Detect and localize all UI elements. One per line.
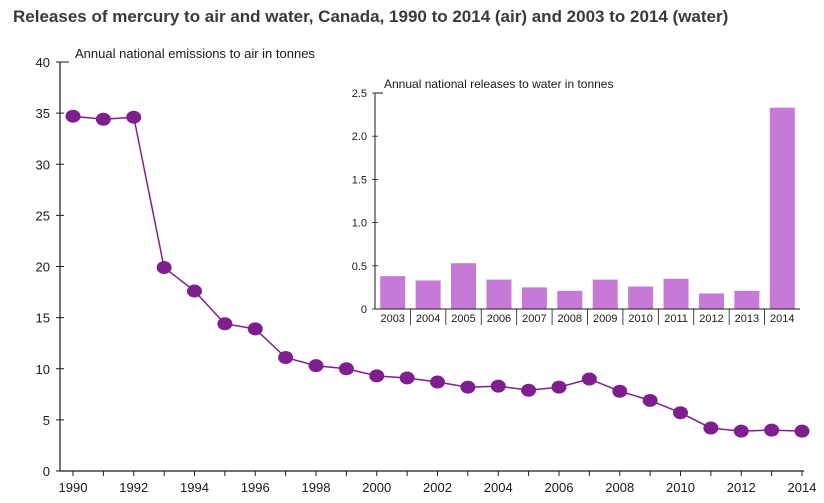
data-point-marker bbox=[338, 362, 354, 376]
inset-x-tick-label: 2008 bbox=[558, 313, 582, 325]
inset-x-tick-label: 2003 bbox=[380, 313, 404, 325]
x-tick-label: 2014 bbox=[788, 480, 817, 495]
data-point-marker bbox=[551, 380, 567, 394]
y-tick-label: 25 bbox=[36, 208, 50, 223]
x-tick-label: 2002 bbox=[423, 480, 452, 495]
inset-y-tick-label: 1.0 bbox=[352, 218, 367, 230]
data-point-marker bbox=[460, 380, 476, 394]
water-bar bbox=[521, 287, 547, 309]
x-tick-label: 1990 bbox=[59, 480, 88, 495]
water-releases-chart: 2003 2004 2005 2006 2007 2008 2009 2010 2011 2012… bbox=[352, 70, 808, 328]
water-bar bbox=[486, 279, 512, 309]
inset-y-tick-label: 1.5 bbox=[352, 174, 367, 186]
y-tick-label: 15 bbox=[36, 311, 50, 326]
data-point-marker bbox=[217, 317, 233, 331]
data-point-marker bbox=[187, 284, 202, 298]
water-bar bbox=[698, 293, 724, 309]
data-point-marker bbox=[126, 110, 142, 124]
inset-x-tick-label: 2009 bbox=[593, 313, 617, 325]
water-bar bbox=[734, 290, 760, 309]
y-tick-label: 10 bbox=[36, 362, 50, 377]
inset-x-tick-label: 2014 bbox=[770, 313, 794, 325]
data-point-marker bbox=[581, 372, 597, 386]
inset-x-tick-label: 2005 bbox=[451, 313, 475, 325]
data-point-marker bbox=[430, 375, 445, 389]
water-bar bbox=[592, 279, 618, 309]
y-tick-label: 0 bbox=[43, 464, 50, 479]
x-tick-label: 2008 bbox=[605, 480, 634, 495]
x-tick-label: 1996 bbox=[241, 480, 270, 495]
y-tick-label: 30 bbox=[36, 157, 50, 172]
data-point-marker bbox=[521, 383, 537, 397]
x-tick-label: 2004 bbox=[484, 480, 513, 495]
data-point-marker bbox=[490, 379, 506, 393]
data-point-marker bbox=[65, 109, 81, 123]
water-bar bbox=[769, 107, 795, 309]
inset-y-tick-label: 0 bbox=[361, 304, 367, 316]
data-point-marker bbox=[308, 359, 324, 373]
inset-x-tick-label: 2007 bbox=[522, 313, 546, 325]
air-emissions-chart: 0 5 10 15 20 25 30 35 40 1990 1992 1994 1996 1998 2000… bbox=[36, 46, 817, 495]
x-tick-label: 2012 bbox=[727, 480, 756, 495]
data-point-marker bbox=[612, 384, 628, 398]
water-bar bbox=[557, 290, 583, 309]
data-point-marker bbox=[278, 351, 294, 365]
inset-x-tick-label: 2010 bbox=[628, 313, 652, 325]
inset-x-tick-label: 2012 bbox=[699, 313, 723, 325]
inset-x-tick-label: 2013 bbox=[735, 313, 759, 325]
chart-title: Releases of mercury to air and water, Ca… bbox=[13, 7, 729, 26]
inset-x-tick-label: 2006 bbox=[487, 313, 511, 325]
inset-y-tick-label: 2.0 bbox=[352, 131, 367, 143]
data-point-marker bbox=[673, 406, 688, 420]
water-bar bbox=[415, 280, 441, 309]
water-bar bbox=[628, 286, 654, 309]
x-tick-label: 2010 bbox=[666, 480, 695, 495]
inset-x-tick-label: 2004 bbox=[416, 313, 440, 325]
x-tick-label: 1994 bbox=[180, 480, 209, 495]
y-tick-label: 5 bbox=[43, 413, 50, 428]
inset-x-tick-label: 2011 bbox=[664, 313, 688, 325]
data-point-marker bbox=[642, 393, 658, 407]
inset-y-tick-label: 0.5 bbox=[352, 261, 367, 273]
x-tick-label: 2006 bbox=[545, 480, 574, 495]
data-point-marker bbox=[95, 112, 111, 126]
inset-y-tick-label: 2.5 bbox=[352, 88, 367, 100]
x-tick-label: 1998 bbox=[302, 480, 331, 495]
data-point-marker bbox=[703, 421, 719, 435]
y-tick-label: 40 bbox=[36, 55, 50, 70]
water-bar bbox=[380, 276, 406, 309]
data-point-marker bbox=[733, 424, 749, 438]
data-point-marker bbox=[794, 424, 810, 438]
inset-y-axis-title: Annual national releases to water in ton… bbox=[384, 77, 613, 91]
data-point-marker bbox=[369, 369, 385, 383]
water-bar bbox=[663, 278, 689, 309]
y-tick-label: 20 bbox=[36, 260, 50, 275]
data-point-marker bbox=[156, 261, 172, 275]
x-tick-label: 1992 bbox=[119, 480, 148, 495]
data-point-marker bbox=[247, 322, 263, 336]
data-point-marker bbox=[399, 371, 415, 385]
y-tick-label: 35 bbox=[36, 106, 50, 121]
x-tick-label: 2000 bbox=[362, 480, 391, 495]
water-bar bbox=[451, 263, 477, 309]
data-point-marker bbox=[764, 423, 780, 437]
y-axis-title: Annual national emissions to air in tonn… bbox=[75, 46, 315, 61]
